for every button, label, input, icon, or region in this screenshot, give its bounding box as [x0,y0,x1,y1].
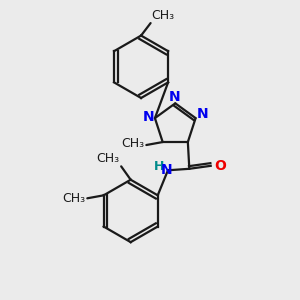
Text: CH₃: CH₃ [62,192,85,205]
Text: CH₃: CH₃ [97,152,120,165]
Text: CH₃: CH₃ [151,9,174,22]
Text: CH₃: CH₃ [121,137,144,150]
Text: O: O [214,159,226,173]
Text: N: N [161,163,173,177]
Text: N: N [196,107,208,121]
Text: N: N [169,90,180,104]
Text: H: H [154,160,164,173]
Text: N: N [142,110,154,124]
